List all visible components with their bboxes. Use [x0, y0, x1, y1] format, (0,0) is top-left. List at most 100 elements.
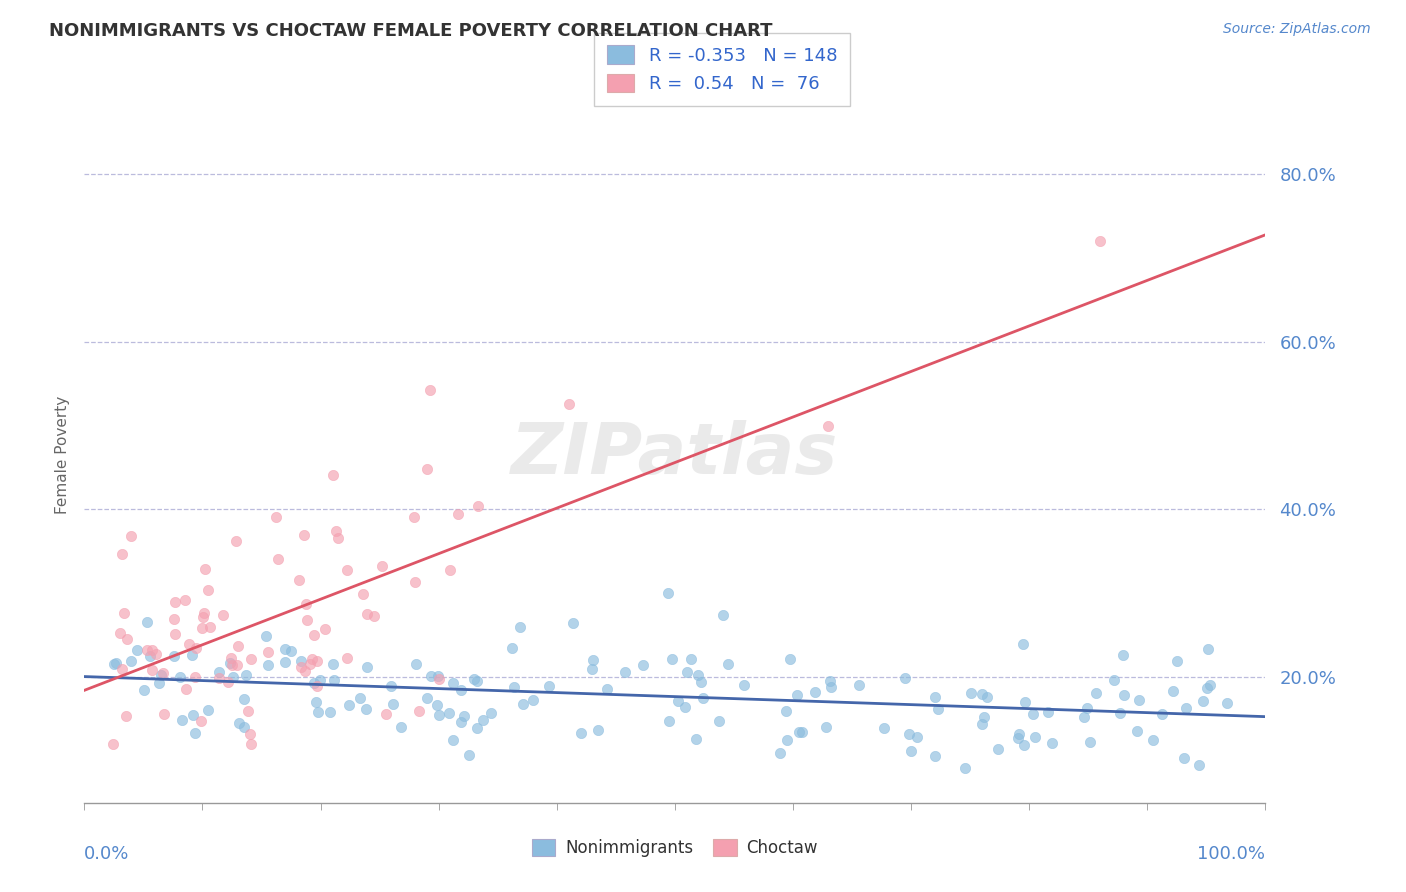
- Point: [425, 698, 447, 713]
- Point: [307, 705, 329, 719]
- Point: [184, 725, 207, 739]
- Point: [198, 620, 221, 634]
- Point: [1012, 637, 1035, 651]
- Point: [363, 609, 385, 624]
- Point: [170, 714, 193, 728]
- Point: [427, 672, 450, 686]
- Point: [633, 657, 655, 672]
- Point: [1111, 648, 1133, 663]
- Point: [437, 706, 460, 720]
- Point: [256, 645, 278, 659]
- Point: [898, 727, 921, 741]
- Point: [235, 667, 257, 681]
- Point: [207, 671, 229, 685]
- Point: [817, 418, 839, 433]
- Point: [1126, 723, 1149, 738]
- Point: [1008, 727, 1031, 741]
- Point: [208, 665, 231, 679]
- Point: [614, 665, 637, 679]
- Point: [120, 654, 142, 668]
- Point: [661, 652, 683, 666]
- Point: [111, 547, 134, 561]
- Point: [1102, 673, 1125, 688]
- Point: [427, 669, 450, 683]
- Point: [305, 654, 328, 668]
- Point: [1085, 685, 1108, 699]
- Point: [292, 528, 315, 542]
- Point: [120, 529, 142, 543]
- Point: [177, 637, 200, 651]
- Point: [352, 587, 374, 601]
- Point: [447, 507, 470, 521]
- Point: [976, 690, 998, 704]
- Point: [815, 720, 838, 734]
- Point: [479, 706, 502, 720]
- Point: [924, 748, 946, 763]
- Point: [302, 628, 325, 642]
- Point: [110, 626, 132, 640]
- Point: [337, 698, 360, 713]
- Point: [973, 710, 995, 724]
- Point: [569, 726, 592, 740]
- Point: [596, 682, 619, 697]
- Point: [193, 606, 215, 620]
- Point: [239, 737, 262, 751]
- Text: ZIPatlas: ZIPatlas: [512, 420, 838, 490]
- Point: [512, 697, 534, 711]
- Point: [1007, 731, 1029, 745]
- Point: [1014, 695, 1036, 709]
- Point: [319, 706, 342, 720]
- Point: [103, 657, 125, 672]
- Point: [111, 662, 134, 676]
- Point: [972, 687, 994, 701]
- Point: [537, 679, 560, 693]
- Point: [820, 680, 842, 694]
- Point: [1036, 705, 1059, 719]
- Point: [441, 676, 464, 690]
- Point: [174, 593, 197, 607]
- Point: [776, 732, 799, 747]
- Point: [1024, 730, 1046, 744]
- Point: [1152, 707, 1174, 722]
- Point: [153, 706, 176, 721]
- Point: [1078, 735, 1101, 749]
- Point: [236, 704, 259, 718]
- Point: [522, 693, 544, 707]
- Point: [709, 714, 731, 728]
- Point: [375, 706, 398, 721]
- Point: [775, 704, 797, 718]
- Point: [280, 644, 302, 658]
- Point: [1088, 234, 1111, 248]
- Point: [165, 595, 187, 609]
- Point: [427, 708, 450, 723]
- Point: [136, 615, 159, 629]
- Point: [181, 708, 204, 723]
- Point: [228, 715, 250, 730]
- Point: [325, 524, 347, 538]
- Point: [1073, 710, 1095, 724]
- Point: [441, 732, 464, 747]
- Point: [135, 642, 157, 657]
- Point: [1173, 751, 1195, 765]
- Point: [581, 662, 603, 676]
- Point: [457, 748, 479, 763]
- Point: [1188, 758, 1211, 772]
- Point: [1191, 694, 1213, 708]
- Point: [927, 702, 949, 716]
- Point: [465, 721, 488, 735]
- Point: [463, 672, 485, 686]
- Point: [239, 651, 262, 665]
- Point: [666, 694, 689, 708]
- Point: [558, 397, 581, 411]
- Point: [1166, 654, 1188, 668]
- Point: [733, 678, 755, 692]
- Point: [673, 699, 696, 714]
- Point: [501, 640, 523, 655]
- Point: [211, 608, 233, 623]
- Point: [274, 655, 297, 669]
- Point: [402, 510, 425, 524]
- Point: [987, 742, 1010, 756]
- Point: [380, 679, 402, 693]
- Point: [1109, 706, 1132, 721]
- Point: [848, 678, 870, 692]
